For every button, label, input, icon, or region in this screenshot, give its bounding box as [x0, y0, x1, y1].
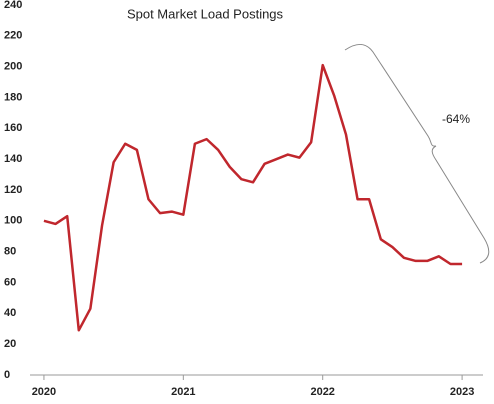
y-tick-label: 60	[4, 276, 16, 288]
y-tick-label: 240	[4, 0, 22, 11]
x-tick-label: 2023	[450, 386, 474, 398]
y-tick-label: 40	[4, 307, 16, 319]
y-tick-label: 20	[4, 338, 16, 350]
y-tick-label: 0	[4, 369, 10, 381]
bracket	[344, 43, 490, 264]
chart-title: Spot Market Load Postings	[127, 6, 284, 21]
x-tick-label: 2020	[32, 386, 56, 398]
x-tick-label: 2021	[171, 386, 195, 398]
y-tick-label: 140	[4, 153, 22, 165]
y-tick-label: 160	[4, 122, 22, 134]
y-tick-label: 120	[4, 184, 22, 196]
annotation: -64%	[442, 112, 470, 126]
y-tick-label: 100	[4, 215, 22, 227]
y-tick-label: 220	[4, 30, 22, 42]
x-tick-label: 2022	[310, 386, 334, 398]
line-series	[43, 63, 463, 332]
y-tick-label: 80	[4, 246, 16, 258]
y-tick-label: 200	[4, 61, 22, 73]
y-tick-label: 180	[4, 91, 22, 103]
